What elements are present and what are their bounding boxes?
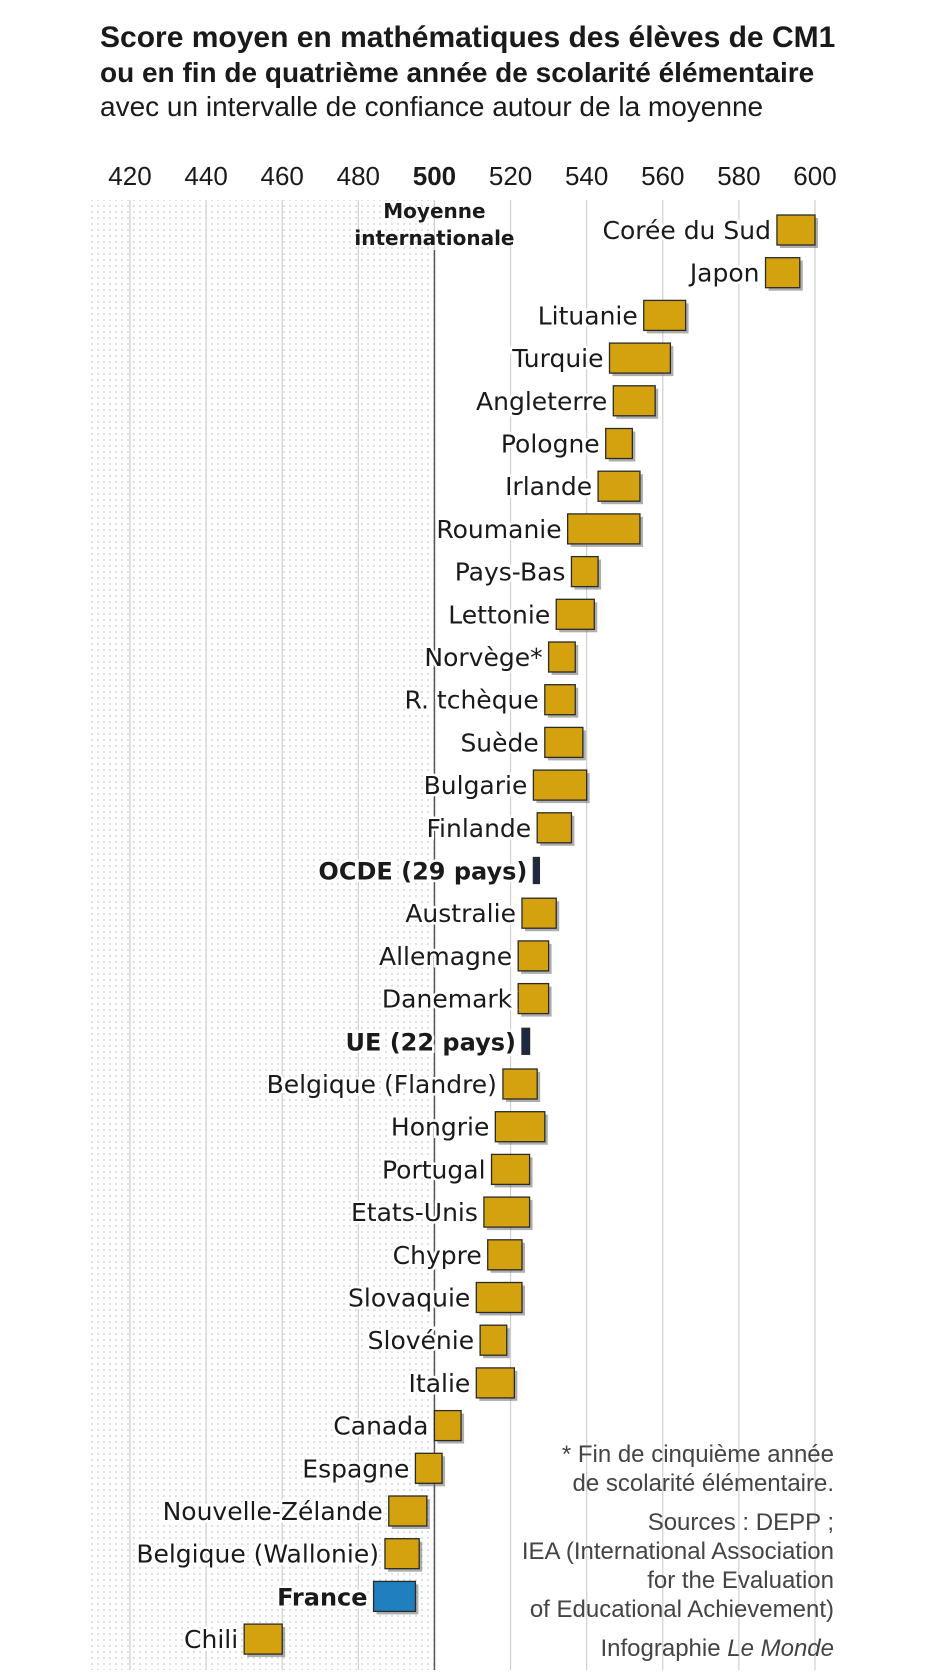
chart-title: Score moyen en mathématiques des élèves … — [100, 21, 836, 54]
country-label: Nouvelle-Zélande — [163, 1497, 383, 1526]
country-label: Chypre — [393, 1241, 482, 1270]
x-tick-label: 500 — [413, 161, 456, 191]
confidence-interval-bar — [532, 769, 588, 801]
country-label: Lettonie — [448, 600, 550, 629]
country-label: Suède — [460, 728, 538, 757]
confidence-interval-bar — [517, 982, 550, 1015]
confidence-interval-bar — [536, 812, 573, 844]
confidence-interval-bar — [388, 1495, 428, 1527]
country-label: Etats-Unis — [351, 1198, 478, 1227]
confidence-interval-bar — [372, 1580, 417, 1613]
country-label: Finlande — [426, 814, 531, 843]
country-label: OCDE (29 pays) — [318, 858, 527, 886]
confidence-interval-bar — [544, 726, 584, 759]
confidence-interval-bar — [608, 342, 672, 374]
country-label: Canada — [333, 1412, 428, 1441]
chart-subtitle: avec un intervalle de confiance autour d… — [100, 91, 764, 122]
country-label: Danemark — [382, 985, 513, 1014]
confidence-interval-bar — [612, 385, 656, 417]
confidence-interval-bar — [475, 1281, 523, 1314]
country-label: Italie — [409, 1369, 471, 1398]
confidence-interval-bar — [776, 214, 816, 246]
footnote-line-1: * Fin de cinquième année — [561, 1441, 834, 1468]
country-label: Roumanie — [436, 515, 561, 544]
x-tick-label: 420 — [108, 161, 151, 191]
chart-title-line-2: ou en fin de quatrième année de scolarit… — [100, 57, 815, 88]
x-tick-label: 440 — [184, 161, 227, 191]
confidence-interval-bar — [605, 427, 633, 460]
country-label: Chili — [184, 1625, 238, 1654]
confidence-interval-bar — [475, 1367, 516, 1399]
reference-label: internationale — [354, 226, 514, 250]
country-label: Angleterre — [476, 387, 607, 416]
credit-line: Infographie Le Monde — [414, 1634, 834, 1663]
sources-line-2: IEA (International Association — [521, 1538, 834, 1565]
country-label: Hongrie — [391, 1113, 489, 1142]
credit-name: Le Monde — [727, 1635, 834, 1662]
x-tick-label: 540 — [565, 161, 608, 191]
sources-line-4: of Educational Achievement) — [529, 1596, 834, 1623]
confidence-interval-bar — [243, 1623, 283, 1655]
sources-line-3: for the Evaluation — [647, 1567, 834, 1594]
confidence-interval-bar — [479, 1324, 508, 1356]
country-label: Australie — [405, 899, 516, 928]
country-label: R. tchèque — [405, 686, 539, 715]
x-tick-label: 520 — [489, 161, 532, 191]
country-label: Pologne — [501, 430, 600, 459]
country-label: Lituanie — [538, 301, 638, 330]
confidence-interval-bar — [487, 1239, 523, 1271]
credit-prefix: Infographie — [600, 1635, 721, 1662]
country-label: Irlande — [505, 472, 592, 501]
confidence-interval-bar — [544, 684, 576, 716]
confidence-interval-bar — [517, 940, 550, 972]
confidence-interval-bar — [532, 856, 541, 885]
x-tick-label: 480 — [337, 161, 380, 191]
country-label: Bulgarie — [424, 771, 528, 800]
confidence-interval-bar — [483, 1196, 531, 1228]
country-label: Allemagne — [379, 942, 512, 971]
x-tick-label: 600 — [793, 161, 836, 191]
country-label: Espagne — [302, 1454, 409, 1483]
confidence-interval-bar — [643, 299, 687, 332]
confidence-interval-bar — [490, 1153, 531, 1186]
confidence-interval-bar — [547, 641, 576, 673]
country-label: Turquie — [511, 344, 603, 373]
country-label: Belgique (Flandre) — [267, 1070, 497, 1099]
country-label: Slovénie — [368, 1326, 474, 1355]
country-label: Pays-Bas — [455, 558, 566, 587]
confidence-interval-bar — [414, 1452, 443, 1484]
confidence-interval-bar — [597, 470, 641, 502]
country-label: Belgique (Wallonie) — [136, 1540, 379, 1569]
x-tick-label: 460 — [261, 161, 304, 191]
country-label: Japon — [688, 259, 760, 288]
confidence-interval-bar — [555, 598, 595, 630]
country-label: Corée du Sud — [603, 216, 771, 245]
footnote-line-2: de scolarité élémentaire. — [572, 1470, 834, 1497]
below-average-shading — [90, 200, 435, 1670]
confidence-interval-bar — [764, 257, 801, 289]
confidence-interval-bar — [494, 1111, 546, 1143]
sources-line-1: Sources : DEPP ; — [647, 1509, 834, 1536]
confidence-interval-bar — [433, 1409, 462, 1442]
confidence-interval-bar — [502, 1068, 538, 1100]
confidence-interval-bar — [566, 513, 641, 545]
confidence-interval-bar — [570, 555, 599, 588]
chart-title-block: Score moyen en mathématiques des élèves … — [100, 20, 920, 124]
reference-label: Moyenne — [383, 199, 485, 223]
chart-notes: * Fin de cinquième année de scolarité él… — [414, 1440, 834, 1663]
confidence-interval-bar — [384, 1538, 420, 1570]
country-label: France — [277, 1583, 367, 1611]
x-tick-label: 560 — [641, 161, 684, 191]
country-label: Slovaquie — [348, 1284, 470, 1313]
country-label: Norvège* — [424, 643, 542, 672]
confidence-interval-bar — [521, 897, 557, 929]
country-label: Portugal — [382, 1155, 486, 1184]
country-label: UE (22 pays) — [345, 1028, 516, 1056]
x-tick-label: 580 — [717, 161, 760, 191]
confidence-interval-bar — [521, 1027, 531, 1055]
